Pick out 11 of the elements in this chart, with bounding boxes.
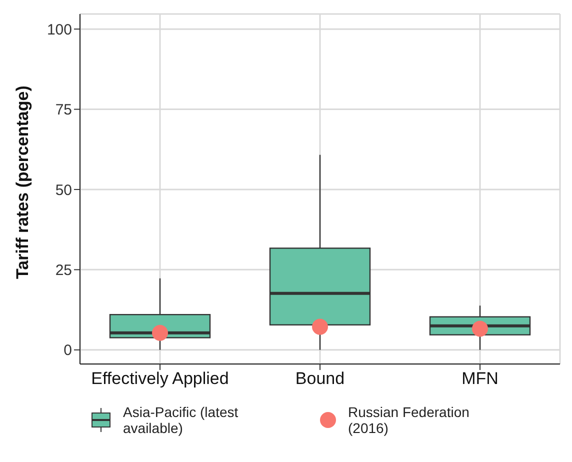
y-tick-label: 100 — [46, 21, 72, 38]
y-tick-label: 50 — [55, 182, 72, 199]
y-tick-label: 25 — [55, 262, 72, 280]
y-tick-label: 75 — [55, 102, 72, 119]
x-tick-label: Bound — [295, 369, 345, 388]
legend-label: Russian Federation (2016) — [348, 404, 470, 436]
x-tick-label: Effectively Applied — [91, 369, 229, 388]
y-axis-title: Tariff rates (percentage) — [13, 86, 32, 279]
legend-label: Asia-Pacific (latest available) — [123, 404, 240, 436]
y-tick-label: 0 — [64, 342, 72, 360]
x-tick-label: MFN — [462, 369, 498, 388]
